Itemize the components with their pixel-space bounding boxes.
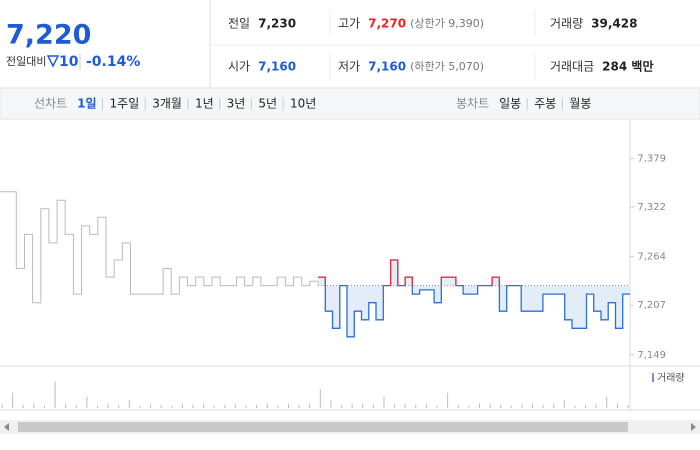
- quote-value: 284 백만: [602, 59, 653, 74]
- quote-value: 7,160: [368, 60, 406, 74]
- change-label: 전일대비: [6, 54, 46, 68]
- scroll-thumb[interactable]: [18, 422, 628, 432]
- tab[interactable]: 10년: [290, 97, 316, 111]
- area: [318, 260, 630, 337]
- tab[interactable]: 1주일: [110, 97, 140, 111]
- tab[interactable]: 5년: [258, 97, 277, 111]
- tabs: 선차트 1일 1주일 3개월 1년 3년 5년 10년 봉차트 일봉 주봉 월봉: [34, 97, 591, 111]
- tab[interactable]: 월봉: [569, 97, 591, 111]
- y-tick-label: 7,207: [637, 300, 666, 311]
- quote-note: (상한가 9,390): [410, 17, 484, 30]
- change-pct: -0.14%: [86, 54, 140, 70]
- tab-group-label: 선차트: [34, 97, 67, 111]
- change: 10: [59, 54, 79, 70]
- chart: 7,379 7,322 7,264 7,207 7,149 거래량: [0, 120, 700, 411]
- prev-line: [0, 191, 319, 304]
- scroll-right[interactable]: [691, 423, 696, 431]
- quote-value: 7,230: [258, 17, 296, 31]
- quote-label: 고가: [338, 17, 360, 31]
- tab-bar: [0, 87, 700, 120]
- quote-value: 7,270: [368, 17, 406, 31]
- tab[interactable]: 주봉: [534, 97, 556, 111]
- tab[interactable]: 3년: [227, 97, 246, 111]
- quote-note: (하한가 5,070): [410, 59, 484, 73]
- quote-grid: 전일 7,230 고가 7,270 (상한가 9,390) 거래량 39,428 시가 7,16…: [228, 17, 653, 74]
- tab[interactable]: 일봉: [499, 97, 521, 111]
- y-tick-label: 7,322: [637, 202, 666, 213]
- quote-value: 7,160: [258, 60, 296, 74]
- y-tick-label: 7,264: [637, 252, 666, 263]
- tab[interactable]: 1년: [195, 97, 214, 111]
- tab[interactable]: 1일: [77, 97, 96, 111]
- price: 7,220: [6, 20, 91, 51]
- price-line: [318, 259, 630, 338]
- down-arrow: [46, 55, 60, 68]
- quote-value: 39,428: [591, 17, 637, 31]
- quote-label: 시가: [228, 60, 250, 74]
- tab-group-label: 봉차트: [456, 97, 489, 111]
- y-tick-label: 7,379: [637, 153, 666, 164]
- legend-label: 거래량: [657, 372, 685, 384]
- legend-swatch: [652, 373, 654, 382]
- y-tick-label: 7,149: [637, 350, 666, 361]
- scroll-left[interactable]: [4, 423, 9, 431]
- quote-label: 저가: [338, 60, 360, 74]
- tab[interactable]: 3개월: [152, 97, 182, 111]
- quote-label: 거래대금: [550, 60, 594, 74]
- quote-label: 전일: [228, 17, 250, 31]
- quote-label: 거래량: [550, 17, 583, 31]
